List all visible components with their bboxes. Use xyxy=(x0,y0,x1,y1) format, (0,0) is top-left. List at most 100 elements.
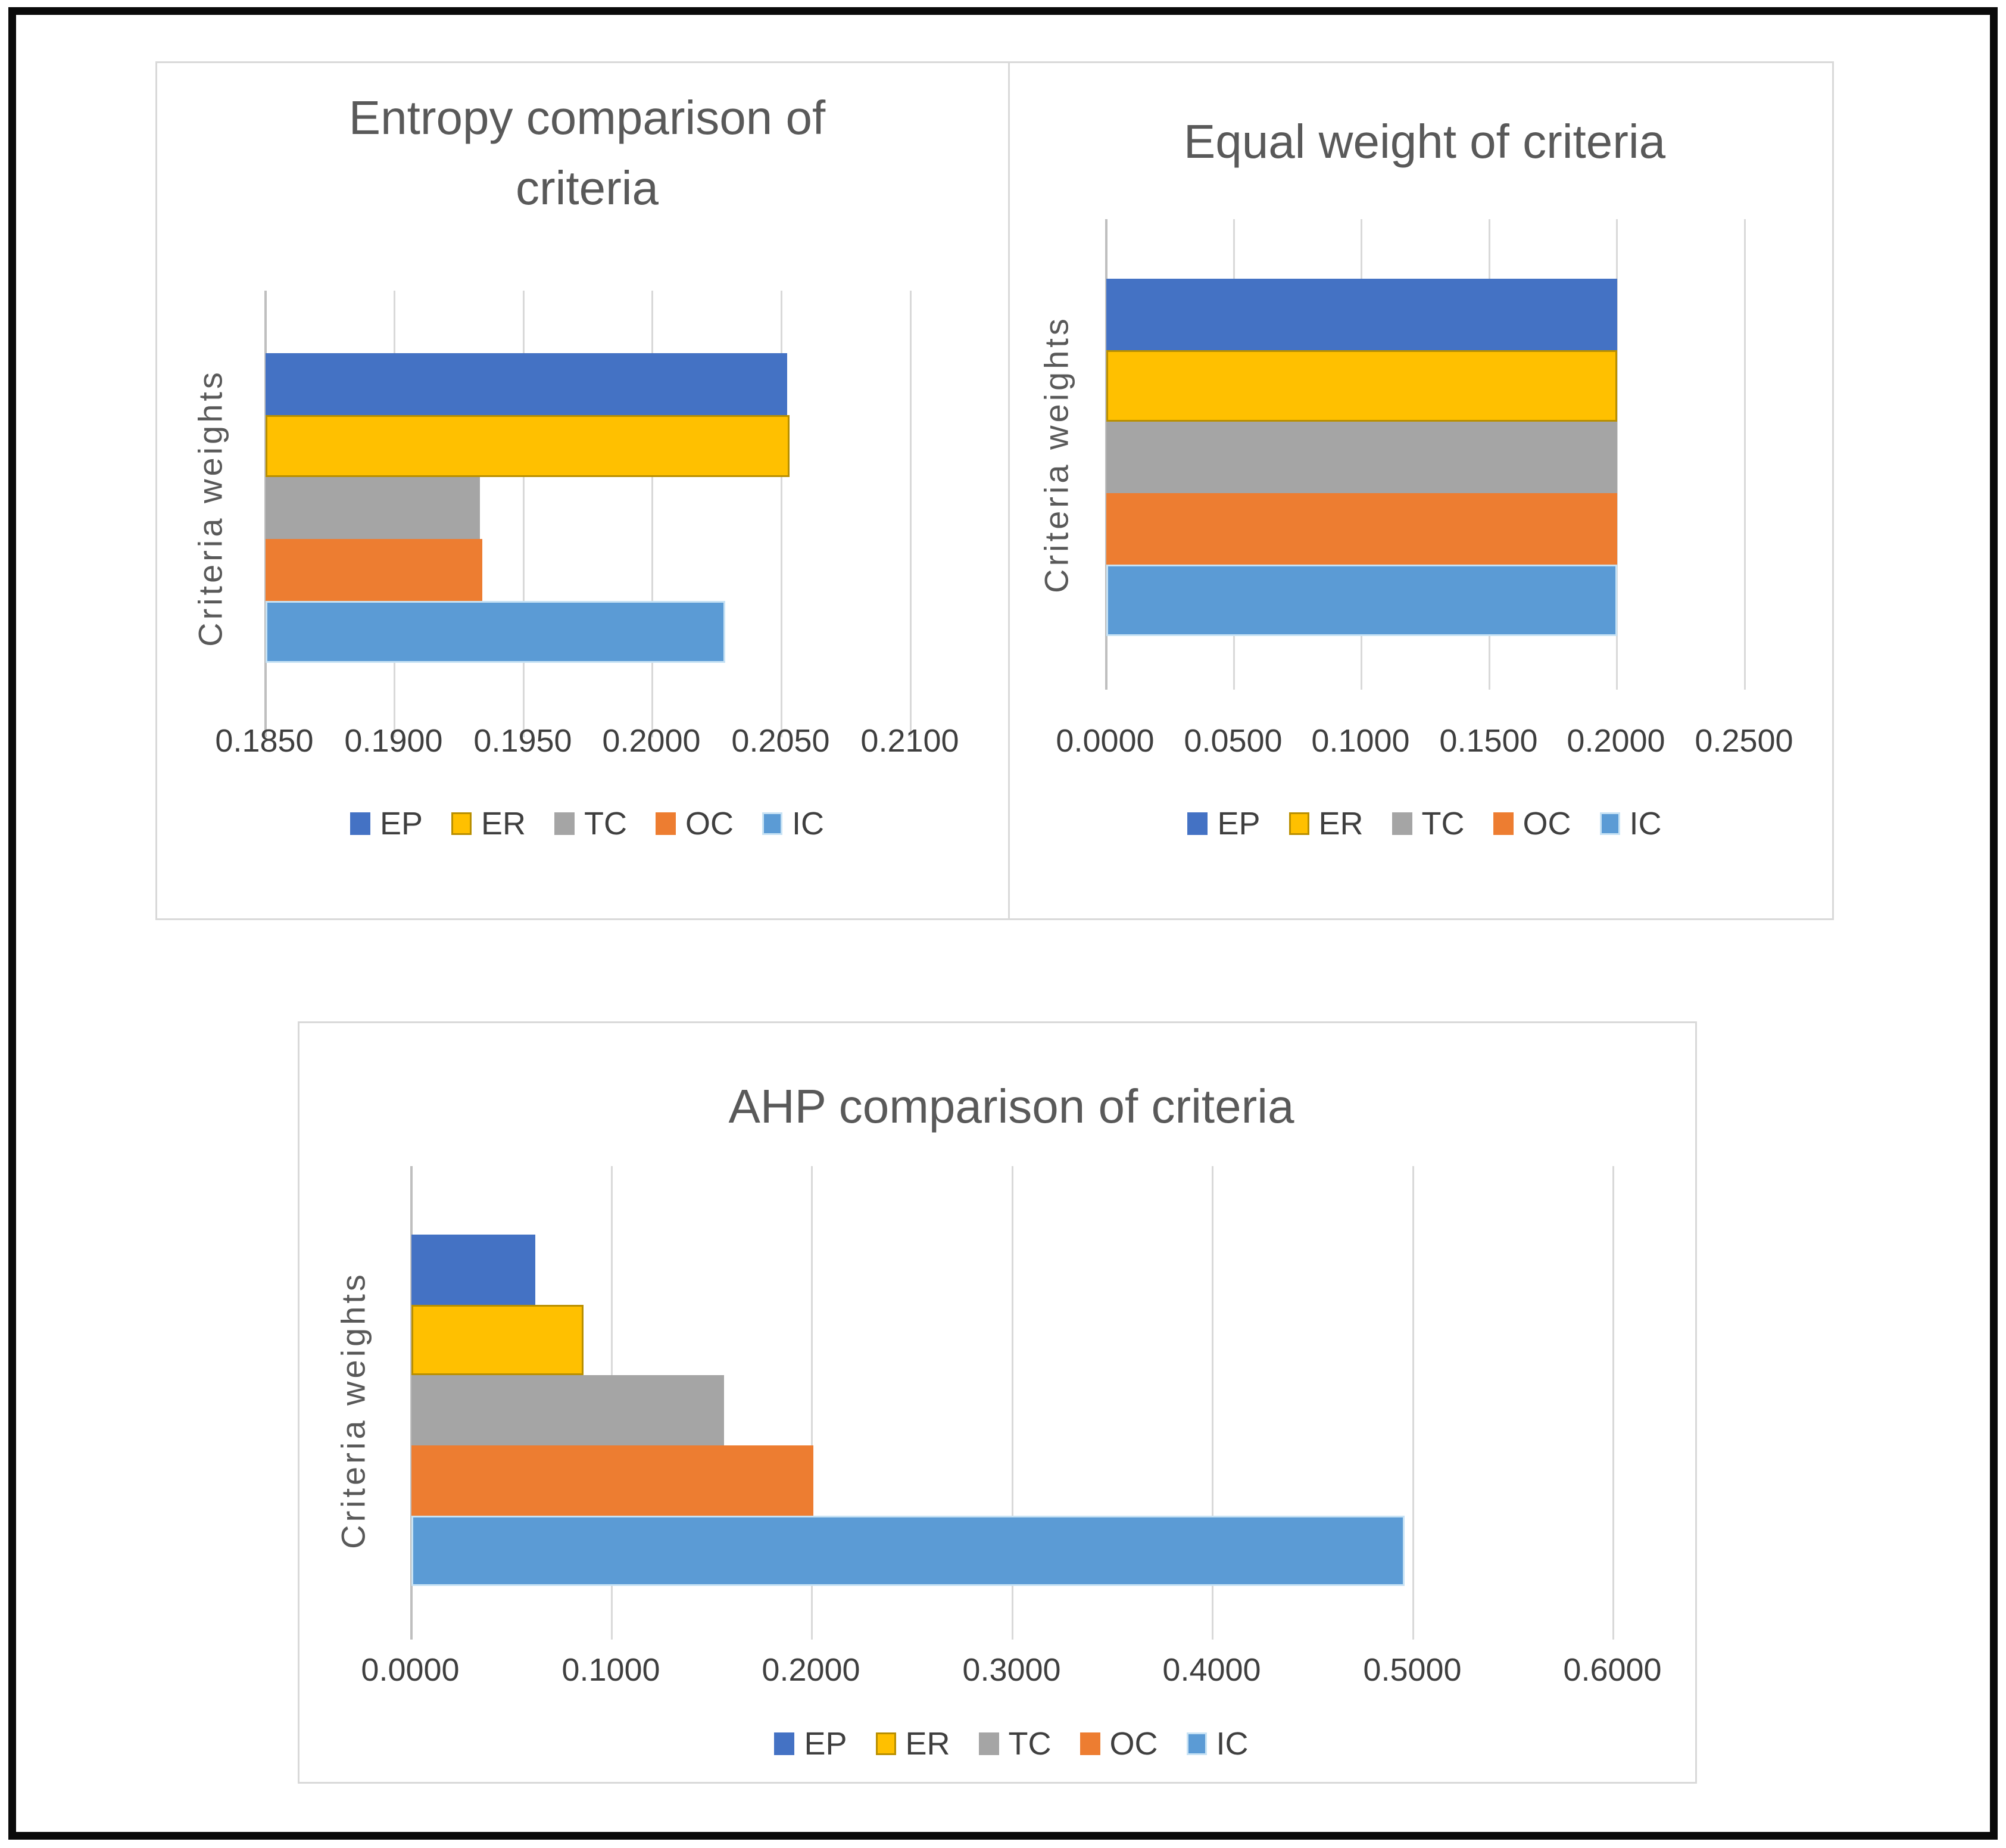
x-tick-label: 0.0000 xyxy=(361,1652,460,1688)
legend-item-er: ER xyxy=(1289,805,1364,842)
bar-er xyxy=(266,415,790,477)
legend-label-ep: EP xyxy=(804,1726,847,1762)
gridline xyxy=(781,291,782,737)
legend-entropy: EP ER TC OC IC xyxy=(264,802,910,845)
top-charts-container: Entropy comparison of criteria Criteria w… xyxy=(155,61,1834,920)
bar-ep xyxy=(266,353,787,415)
gridline xyxy=(651,291,653,737)
legend-label-tc: TC xyxy=(584,806,628,842)
legend-item-er: ER xyxy=(875,1725,950,1762)
legend-swatch-tc xyxy=(554,812,575,835)
gridline xyxy=(1012,1166,1013,1640)
legend-label-ep: EP xyxy=(1217,806,1261,842)
x-tick-label: 0.2000 xyxy=(602,723,701,759)
legend-label-tc: TC xyxy=(1008,1726,1052,1762)
x-tick-label: 0.0500 xyxy=(1184,723,1283,759)
figure-border-frame xyxy=(8,7,1998,1840)
legend-swatch-er xyxy=(1289,812,1309,835)
bottom-chart-container: AHP comparison of criteria Criteria weig… xyxy=(298,1021,1697,1784)
bar-tc xyxy=(1106,422,1617,493)
legend-swatch-tc xyxy=(1392,812,1412,835)
chart-title-line: AHP comparison of criteria xyxy=(728,1080,1294,1133)
legend-swatch-ep xyxy=(1187,812,1208,835)
gridline xyxy=(811,1166,813,1640)
x-tick-label: 0.1000 xyxy=(561,1652,660,1688)
legend-item-oc: OC xyxy=(656,805,734,842)
bar-tc xyxy=(266,477,480,539)
legend-label-tc: TC xyxy=(1421,806,1465,842)
legend-label-ic: IC xyxy=(792,806,825,842)
legend-swatch-tc xyxy=(978,1732,999,1755)
y-axis-title-equal: Criteria weights xyxy=(1037,316,1075,593)
legend-swatch-oc xyxy=(1080,1732,1100,1755)
x-tick-label: 0.2000 xyxy=(1567,723,1665,759)
legend-label-ep: EP xyxy=(379,806,423,842)
chart-title-equal: Equal weight of criteria xyxy=(1013,107,1837,177)
x-tick-label: 0.4000 xyxy=(1162,1652,1261,1688)
x-tick-label: 0.3000 xyxy=(962,1652,1061,1688)
legend-item-oc: OC xyxy=(1493,805,1571,842)
legend-item-tc: TC xyxy=(1392,805,1465,842)
x-tick-label: 0.1900 xyxy=(344,723,443,759)
chart-title-entropy: Entropy comparison of criteria xyxy=(170,83,1004,223)
x-tick-label: 0.5000 xyxy=(1363,1652,1462,1688)
gridline xyxy=(523,291,525,737)
legend-item-ep: EP xyxy=(1187,805,1261,842)
bar-ep xyxy=(411,1235,535,1305)
legend-item-ic: IC xyxy=(1599,805,1662,842)
bar-ic xyxy=(266,601,725,663)
bar-ep xyxy=(1106,279,1617,350)
chart-title-ahp: AHP comparison of criteria xyxy=(446,1071,1577,1142)
legend-swatch-oc xyxy=(1493,812,1514,835)
legend-label-er: ER xyxy=(905,1726,950,1762)
y-axis-title-ahp: Criteria weights xyxy=(334,1272,372,1549)
plot-area-entropy xyxy=(264,291,912,737)
legend-ahp: EP ER TC OC IC xyxy=(410,1722,1612,1765)
y-axis-title-entropy: Criteria weights xyxy=(191,369,229,647)
legend-label-oc: OC xyxy=(1523,806,1571,842)
legend-swatch-oc xyxy=(656,812,676,835)
bar-er xyxy=(411,1305,584,1375)
legend-swatch-er xyxy=(875,1732,896,1755)
bar-tc xyxy=(411,1375,724,1445)
legend-item-tc: TC xyxy=(978,1725,1052,1762)
legend-swatch-ep xyxy=(350,812,370,835)
x-tick-label: 0.2050 xyxy=(731,723,830,759)
plot-area-equal xyxy=(1105,219,1746,690)
x-tick-label: 0.1500 xyxy=(1439,723,1538,759)
gridline xyxy=(1744,219,1746,690)
legend-equal: EP ER TC OC IC xyxy=(1105,802,1744,845)
chart-title-line: criteria xyxy=(515,161,659,214)
bar-oc xyxy=(266,539,482,601)
x-tick-label: 0.0000 xyxy=(1056,723,1155,759)
legend-item-ic: IC xyxy=(1186,1725,1249,1762)
legend-swatch-er xyxy=(451,812,472,835)
legend-swatch-ic xyxy=(762,812,783,835)
chart-ahp-comparison: AHP comparison of criteria Criteria weig… xyxy=(300,1023,1695,1782)
legend-item-tc: TC xyxy=(554,805,627,842)
bar-ic xyxy=(411,1516,1405,1586)
gridline xyxy=(1212,1166,1213,1640)
gridline xyxy=(910,291,912,737)
chart-entropy-comparison: Entropy comparison of criteria Criteria w… xyxy=(157,63,1008,918)
bar-oc xyxy=(1106,493,1617,565)
bar-ic xyxy=(1106,565,1617,636)
legend-label-er: ER xyxy=(1318,806,1364,842)
x-tick-label: 0.1850 xyxy=(215,723,314,759)
legend-swatch-ep xyxy=(774,1732,795,1755)
x-tick-label: 0.6000 xyxy=(1563,1652,1662,1688)
legend-item-ep: EP xyxy=(774,1725,847,1762)
gridline xyxy=(1612,1166,1614,1640)
legend-label-oc: OC xyxy=(685,806,734,842)
chart-equal-weight: Equal weight of criteria Criteria weight… xyxy=(1008,63,1834,918)
legend-swatch-ic xyxy=(1186,1732,1207,1755)
legend-item-er: ER xyxy=(451,805,526,842)
legend-swatch-ic xyxy=(1599,812,1620,835)
legend-label-oc: OC xyxy=(1109,1726,1158,1762)
plot-area-ahp xyxy=(410,1166,1614,1640)
x-tick-label: 0.2100 xyxy=(860,723,959,759)
x-tick-label: 0.1000 xyxy=(1311,723,1410,759)
gridline xyxy=(1412,1166,1414,1640)
legend-label-ic: IC xyxy=(1216,1726,1249,1762)
